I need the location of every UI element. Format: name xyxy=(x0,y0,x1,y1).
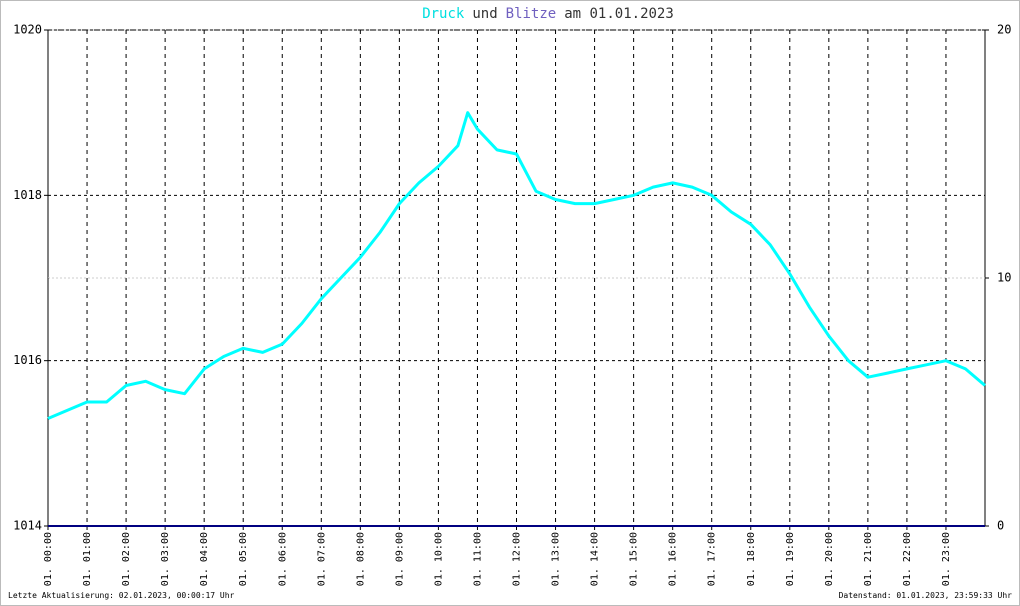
x-tick-label: 01. 04:00 xyxy=(199,532,210,586)
x-tick-label: 01. 15:00 xyxy=(629,532,640,586)
y2-tick-label: 0 xyxy=(997,519,1004,533)
y-tick-label: 1020 xyxy=(13,23,42,37)
y-tick-label: 1018 xyxy=(13,188,42,202)
x-tick-label: 01. 18:00 xyxy=(746,532,757,586)
series-line xyxy=(47,111,986,420)
footer-right: Datenstand: 01.01.2023, 23:59:33 Uhr xyxy=(839,591,1013,600)
y2-tick-label: 20 xyxy=(997,23,1011,37)
x-tick-label: 01. 01:00 xyxy=(82,532,93,586)
y-tick-label: 1016 xyxy=(13,353,42,367)
title-part: Blitze xyxy=(506,6,557,22)
title-part: und xyxy=(472,6,497,22)
x-tick-label: 01. 12:00 xyxy=(512,532,523,586)
y-tick-label: 1014 xyxy=(13,519,42,533)
x-tick-label: 01. 23:00 xyxy=(941,532,952,586)
chart-title: Druck und Blitze am 01.01.2023 xyxy=(422,6,674,22)
x-tick-label: 01. 22:00 xyxy=(902,532,913,586)
x-tick-label: 01. 21:00 xyxy=(863,532,874,586)
x-tick-label: 01. 05:00 xyxy=(238,532,249,586)
x-tick-label: 01. 08:00 xyxy=(355,532,366,586)
x-tick-label: 01. 07:00 xyxy=(316,532,327,586)
x-tick-label: 01. 06:00 xyxy=(277,532,288,586)
x-tick-label: 01. 03:00 xyxy=(160,532,171,586)
title-part: am 01.01.2023 xyxy=(564,6,674,22)
x-tick-label: 01. 20:00 xyxy=(824,532,835,586)
x-tick-label: 01. 09:00 xyxy=(394,532,405,586)
x-tick-label: 01. 14:00 xyxy=(590,532,601,586)
x-tick-label: 01. 02:00 xyxy=(121,532,132,586)
x-tick-label: 01. 00:00 xyxy=(43,532,54,586)
x-tick-label: 01. 11:00 xyxy=(472,532,483,586)
y2-tick-label: 10 xyxy=(997,271,1011,285)
x-tick-label: 01. 10:00 xyxy=(433,532,444,586)
title-part: Druck xyxy=(422,6,465,22)
x-tick-label: 01. 19:00 xyxy=(785,532,796,586)
x-tick-label: 01. 17:00 xyxy=(707,532,718,586)
footer-left: Letzte Aktualisierung: 02.01.2023, 00:00… xyxy=(8,591,235,600)
x-tick-label: 01. 16:00 xyxy=(668,532,679,586)
x-tick-label: 01. 13:00 xyxy=(551,532,562,586)
